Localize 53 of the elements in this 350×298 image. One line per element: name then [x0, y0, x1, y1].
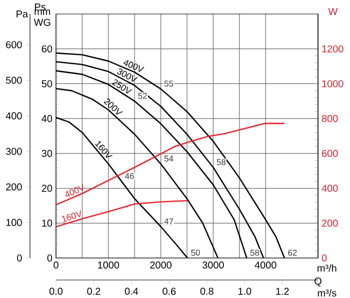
y2-axis-title: W	[328, 8, 338, 15]
annotation: 52	[138, 92, 147, 99]
x2-axis-title: m³/s	[318, 289, 336, 297]
annotation: 58	[216, 159, 226, 166]
x2-tick-label: 0.8	[200, 288, 214, 295]
y2-tick-label: 400	[322, 184, 338, 192]
line-series	[56, 122, 286, 206]
y3-tick-label: 600	[6, 41, 22, 48]
y2-tick-label: 0	[322, 254, 327, 262]
text: Ps	[35, 4, 46, 10]
annotation: 62	[288, 250, 297, 256]
annotation: 47	[164, 218, 174, 224]
x2-tick-label: 1.0	[238, 288, 252, 295]
text: 160V	[62, 210, 81, 222]
y3-tick-label: 200	[6, 183, 22, 190]
y3-tick-label: 500	[6, 76, 22, 84]
y2-tick-label: 1200	[322, 45, 344, 52]
x-tick-label: 4000	[254, 262, 276, 269]
x-axis-title: m³/h	[318, 264, 336, 272]
y2-tick-label: 800	[322, 115, 338, 122]
x2-tick-label: 0.4	[124, 288, 138, 295]
x2-tick-label: 0.0	[49, 288, 63, 295]
y3-tick-label: 0	[17, 254, 22, 262]
y-axis-title: mm WG	[34, 9, 50, 26]
y3-tick-label: 300	[6, 148, 22, 155]
text: 400V	[66, 184, 84, 197]
x2-tick-label: 1.2	[276, 288, 289, 295]
annotation: 54	[164, 156, 174, 162]
y3-tick-label: 400	[6, 112, 22, 120]
x2-tick-label: 0.2	[87, 288, 100, 295]
y-tick-label: 50	[42, 80, 52, 88]
y-tick-label: 20	[42, 184, 52, 192]
y3-axis-title: Pa	[16, 10, 28, 18]
x2-tick-label: 0.6	[162, 288, 176, 295]
y3-tick-label: 100	[6, 218, 22, 226]
y-tick-label: 10	[42, 220, 52, 227]
y2-tick-label: 600	[322, 150, 338, 157]
x-tick-label: 0	[54, 262, 58, 269]
annotation: 58	[250, 250, 260, 256]
x-tick-label: 2000	[150, 262, 172, 269]
x-tick-label: 1000	[98, 262, 120, 269]
annotation: 50	[191, 250, 200, 256]
annotation: 55	[164, 80, 174, 87]
annotation: 46	[124, 173, 134, 180]
y-tick-label: 60	[42, 45, 52, 52]
y-tick-label: 0	[47, 254, 52, 262]
y-tick-label: 40	[42, 115, 52, 122]
y2-tick-label: 1000	[322, 80, 344, 88]
y-tick-label: 30	[42, 150, 52, 157]
y2-tick-label: 200	[322, 220, 338, 227]
x-tick-label: 3000	[202, 262, 224, 269]
text: Q	[314, 278, 322, 286]
line-series	[56, 200, 188, 228]
